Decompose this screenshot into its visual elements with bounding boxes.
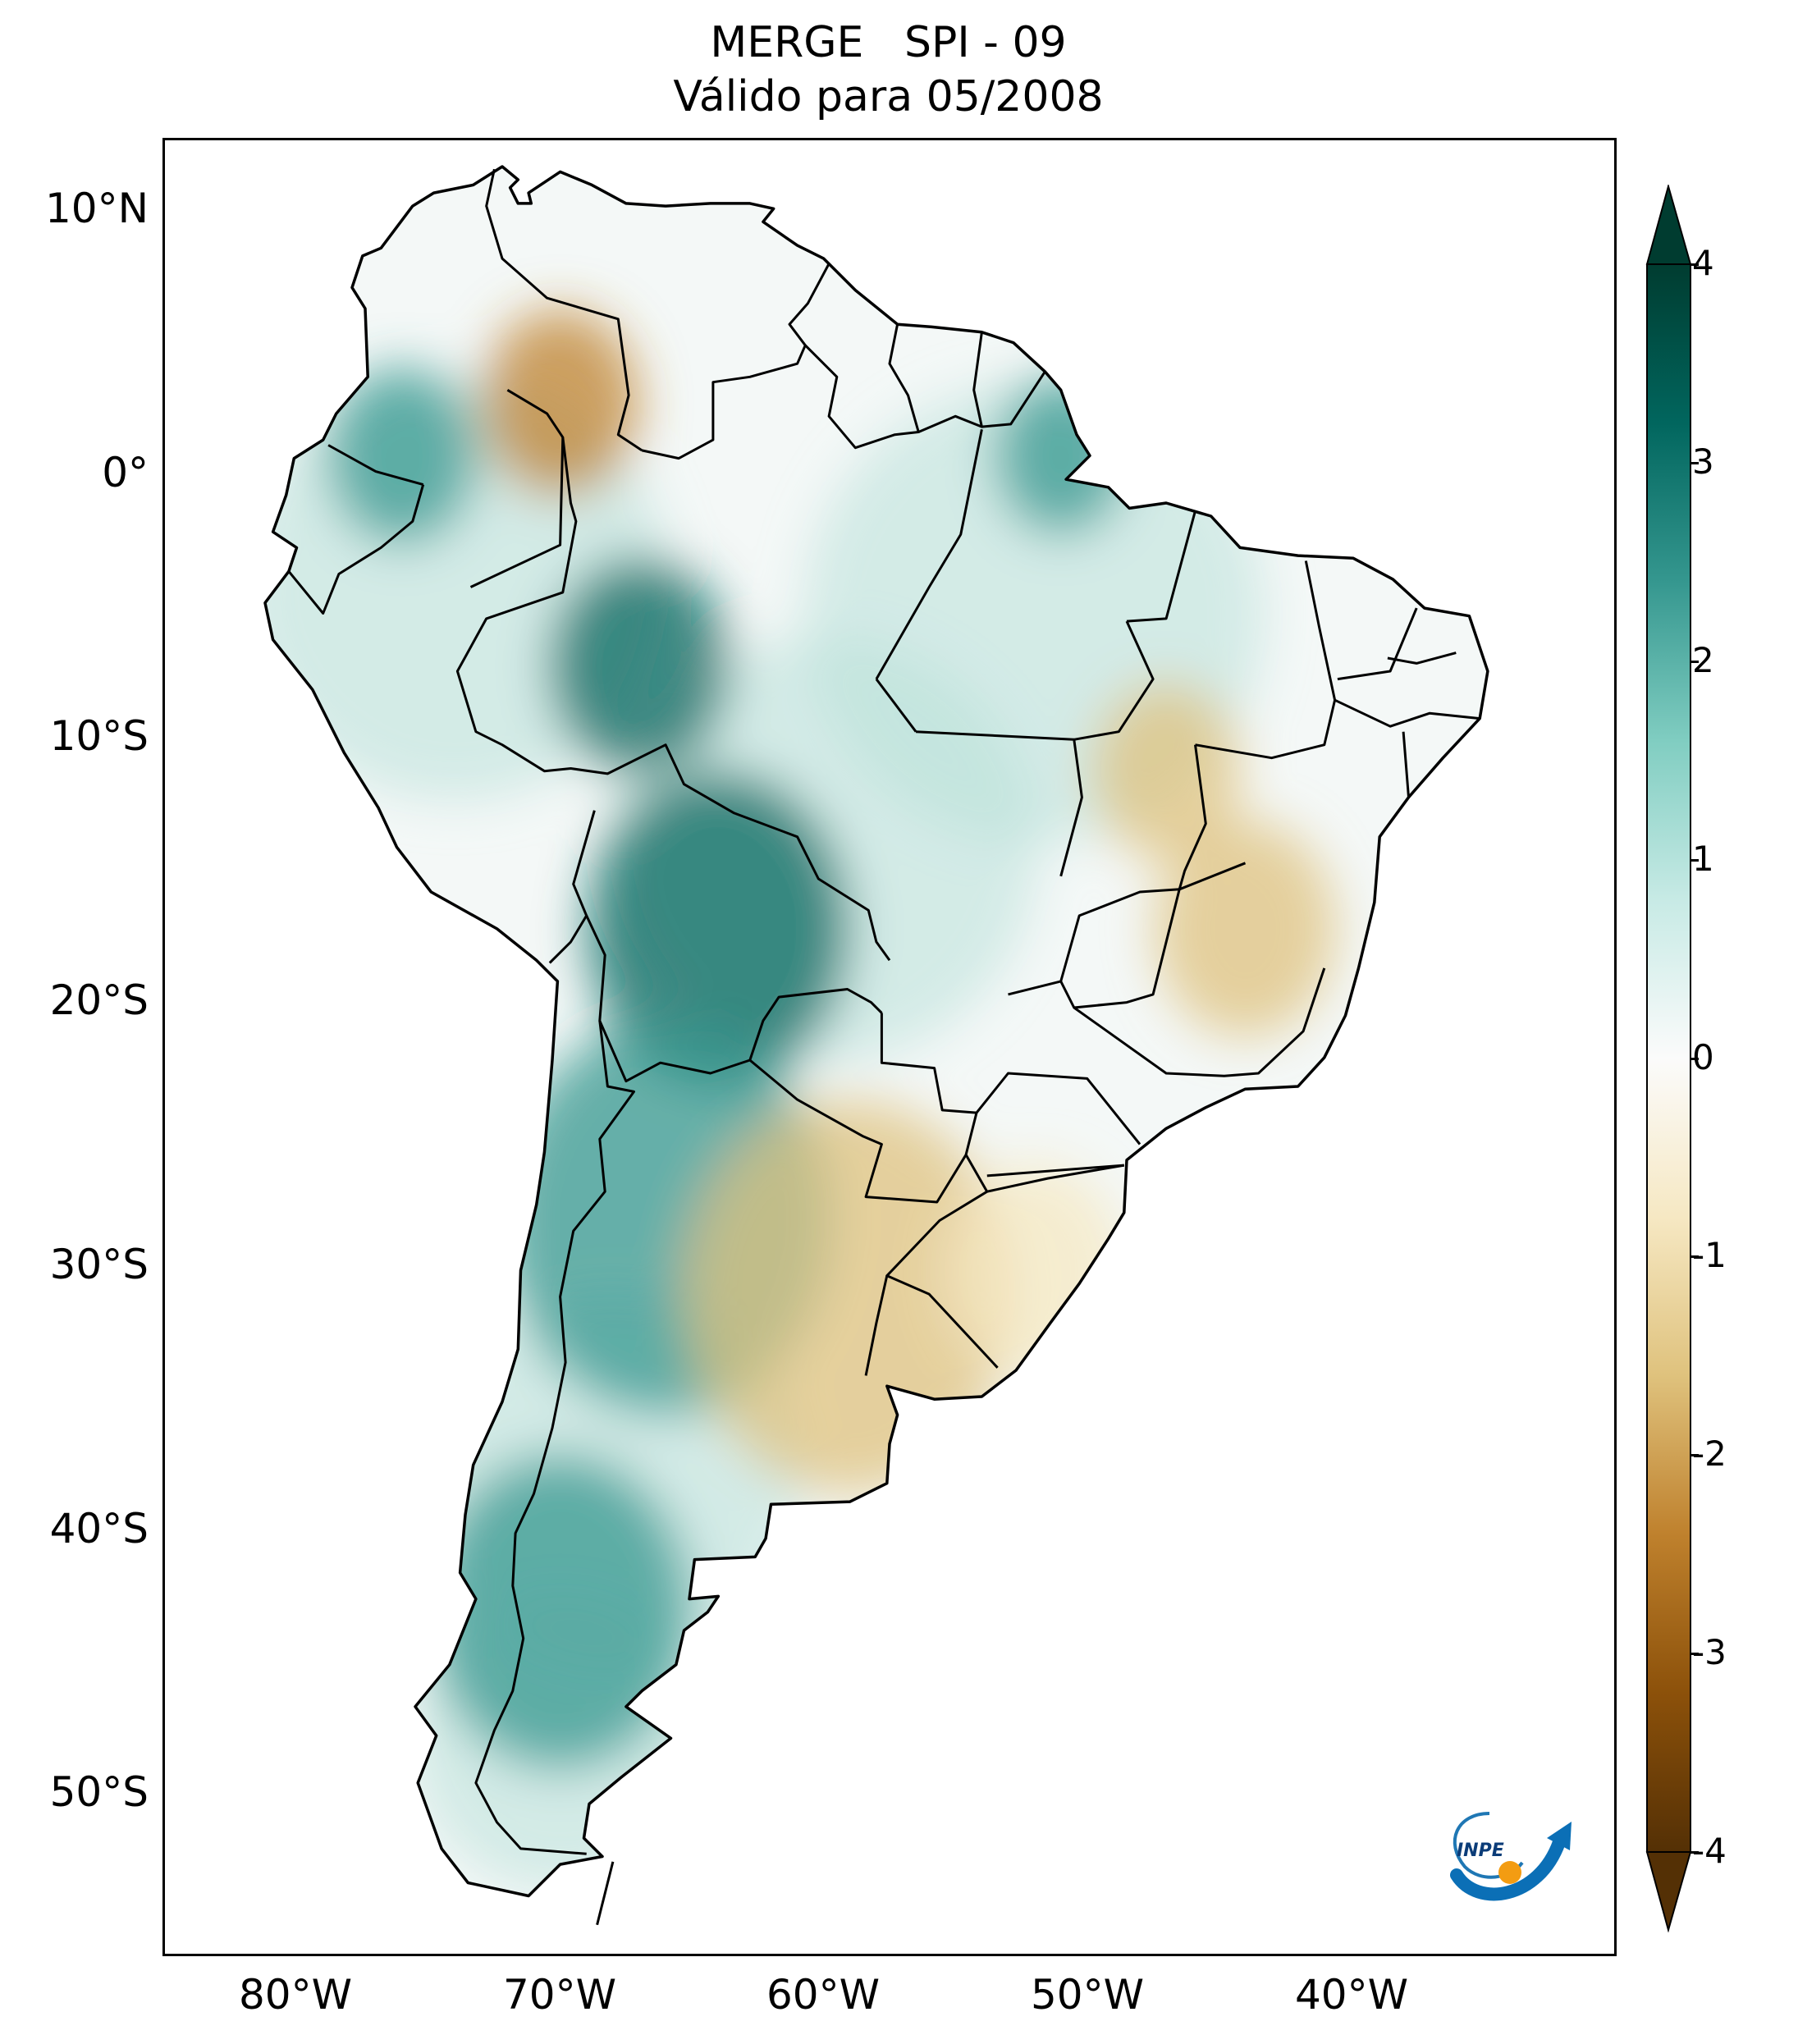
border-line	[596, 1861, 615, 1926]
border-line	[1059, 862, 1247, 1009]
border-line	[864, 1275, 889, 1376]
colorbar-tick-label: 3	[1692, 441, 1714, 482]
border-line	[916, 730, 1083, 877]
lon-tick-40W: 40°W	[1294, 1971, 1409, 2019]
border-line	[1178, 744, 1207, 890]
border-line	[1073, 620, 1155, 741]
spi-anomaly-blob	[1155, 820, 1336, 1037]
lat-tick-50S: 50°S	[49, 1768, 149, 1816]
colorbar-tick	[1690, 1653, 1699, 1656]
spi-anomaly-blob	[482, 309, 638, 497]
border-line	[455, 437, 891, 962]
country-borders	[287, 168, 1480, 1926]
border-line	[1387, 652, 1457, 665]
border-line	[327, 444, 424, 487]
border-line	[1126, 510, 1196, 623]
spi-anomaly-blob	[548, 557, 730, 775]
lat-tick-10S: 10°S	[49, 712, 149, 760]
colorbar	[1645, 185, 1692, 1932]
colorbar-tick	[1690, 1057, 1699, 1060]
colorbar-tick	[1690, 1851, 1699, 1854]
lon-tick-50W: 50°W	[1030, 1971, 1145, 2019]
colorbar-min-arrow	[1645, 1851, 1692, 1932]
inpe-logo-icon: INPE	[1450, 1812, 1572, 1901]
logo-text: INPE	[1457, 1841, 1504, 1861]
colorbar-tick-label: 4	[1692, 243, 1714, 283]
colorbar-tick-label: 0	[1692, 1036, 1714, 1077]
border-line	[641, 263, 830, 460]
border-line	[1073, 967, 1326, 1077]
lat-tick-20S: 20°S	[49, 976, 149, 1024]
colorbar-body	[1646, 263, 1691, 1853]
border-line	[1334, 698, 1480, 728]
spi-anomaly-blob	[1092, 682, 1241, 860]
colorbar-tick-label: -2	[1692, 1434, 1727, 1475]
lat-tick-40S: 40°S	[49, 1505, 149, 1552]
border-line	[1402, 731, 1410, 798]
lon-tick-60W: 60°W	[766, 1971, 881, 2019]
border-line	[804, 323, 920, 450]
border-line	[875, 429, 983, 680]
colorbar-tick	[1690, 1454, 1699, 1457]
lat-tick-10N: 10°N	[44, 185, 149, 232]
coastline	[263, 165, 1489, 1898]
spi-anomaly-blob	[428, 1454, 692, 1770]
map-area	[162, 138, 1617, 1956]
map-svg	[263, 165, 1489, 1926]
map-title: MERGE SPI - 09	[710, 18, 1067, 67]
colorbar-tick	[1690, 461, 1699, 464]
border-line	[748, 1013, 978, 1204]
border-line	[1008, 888, 1180, 996]
border-line	[469, 389, 565, 588]
spi-anomaly-blob	[995, 377, 1127, 535]
border-line	[287, 484, 425, 615]
border-line	[986, 1164, 1125, 1193]
lon-tick-80W: 80°W	[238, 1971, 353, 2019]
map-subtitle: Válido para 05/2008	[673, 72, 1104, 121]
spi-anomaly-layer	[265, 309, 1336, 1891]
border-line	[986, 1164, 1124, 1177]
border-line	[885, 1154, 999, 1369]
border-line	[981, 371, 1046, 428]
colorbar-tick	[1690, 660, 1699, 663]
colorbar-tick-label: 2	[1692, 639, 1714, 680]
colorbar-tick	[1690, 263, 1699, 266]
colorbar-tick-label: -4	[1692, 1831, 1727, 1871]
border-line	[875, 678, 917, 733]
border-line	[585, 915, 883, 1083]
lat-tick-0: 0°	[102, 449, 149, 496]
colorbar-tick-label: -1	[1692, 1235, 1727, 1276]
border-line	[1195, 560, 1337, 760]
border-line	[485, 168, 643, 452]
border-line	[474, 1020, 635, 1855]
colorbar-tick-label: 1	[1692, 838, 1714, 879]
spi-anomaly-blob	[587, 771, 850, 1086]
border-line	[975, 1072, 1141, 1145]
spi-anomaly-blob	[327, 367, 476, 545]
colorbar-tick-label: -3	[1692, 1632, 1727, 1673]
lon-tick-70W: 70°W	[502, 1971, 617, 2019]
colorbar-max-arrow	[1645, 185, 1692, 265]
spi-anomaly-blob	[685, 1100, 1014, 1494]
lat-tick-30S: 30°S	[49, 1241, 149, 1288]
border-line	[1337, 607, 1418, 681]
colorbar-tick	[1690, 1255, 1699, 1259]
colorbar-tick	[1690, 858, 1699, 862]
